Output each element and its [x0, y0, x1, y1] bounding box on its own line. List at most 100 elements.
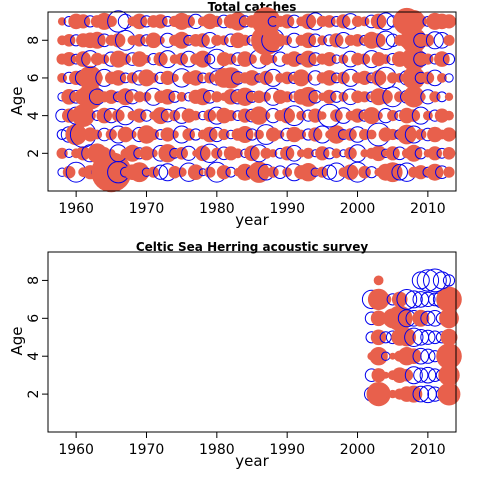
- x-tick-label: 2000: [340, 201, 376, 217]
- bubble-positive: [142, 54, 151, 64]
- y-axis-label: Age: [8, 86, 26, 115]
- bubble-positive: [141, 91, 152, 102]
- bubble-positive: [158, 144, 177, 163]
- bubble-positive: [296, 129, 307, 140]
- bubble-positive: [176, 167, 187, 178]
- bubble-positive: [282, 167, 293, 178]
- bubble-positive: [308, 127, 323, 142]
- x-axis-label: year: [235, 211, 269, 229]
- bubble-positive: [236, 126, 254, 143]
- bubble-positive: [405, 144, 423, 162]
- bubble-positive: [444, 92, 454, 102]
- bubble-positive: [211, 15, 223, 27]
- x-tick-label: 1970: [129, 442, 165, 458]
- bubble-positive: [160, 70, 175, 85]
- bubble-positive: [259, 52, 273, 66]
- x-tick-label: 1980: [199, 442, 235, 458]
- bubble-positive: [366, 129, 377, 140]
- bubble-positive: [286, 51, 303, 67]
- bubble-positive: [338, 54, 349, 64]
- bubble-positive: [421, 71, 435, 85]
- bubble-positive: [194, 88, 212, 106]
- bubble-positive: [441, 127, 457, 142]
- bubble-positive: [371, 33, 386, 48]
- bubble-positive: [427, 126, 443, 143]
- bubble-positive: [317, 35, 328, 46]
- bubble-positive: [187, 70, 204, 86]
- bubble-negative: [413, 367, 429, 383]
- bubble-positive: [129, 162, 150, 183]
- bubble-negative: [153, 164, 169, 180]
- bubble-positive: [436, 286, 462, 313]
- bubble-positive: [175, 52, 188, 66]
- bubble-positive: [218, 128, 230, 141]
- bubble-positive: [382, 162, 403, 183]
- bubble-positive: [112, 109, 125, 122]
- bubble-positive: [237, 51, 253, 67]
- y-tick-label: 2: [26, 149, 42, 158]
- bubble-positive: [195, 33, 210, 48]
- x-tick-label: 2000: [340, 442, 376, 458]
- bubble-negative: [404, 366, 423, 385]
- bubble-positive: [187, 164, 204, 180]
- bubble-positive: [380, 293, 392, 305]
- bubble-positive: [400, 368, 414, 382]
- bubble-positive: [105, 128, 117, 141]
- bubble-positive: [148, 73, 159, 83]
- bubble-positive: [437, 382, 461, 406]
- bubble-positive: [110, 70, 127, 86]
- x-tick-label: 1990: [269, 442, 305, 458]
- bubble-positive: [138, 69, 155, 87]
- bubble-positive: [440, 328, 458, 346]
- bubble-positive: [385, 146, 400, 161]
- bubble-positive: [244, 145, 260, 162]
- bubble-positive: [351, 15, 364, 27]
- bubble-negative: [204, 53, 216, 65]
- y-tick-label: 6: [26, 314, 42, 323]
- bubble-positive: [91, 72, 103, 84]
- bubble-negative: [423, 268, 447, 293]
- bubble-positive: [397, 328, 416, 347]
- bubble-positive: [170, 73, 179, 83]
- bubble-negative: [412, 385, 430, 403]
- bubble-negative: [416, 269, 440, 292]
- bubble-negative: [396, 289, 418, 310]
- bubble-positive: [267, 166, 279, 178]
- x-tick-label: 1960: [58, 201, 94, 217]
- bubble-positive: [415, 128, 427, 141]
- bubble-positive: [61, 89, 77, 105]
- bubble-positive: [322, 89, 337, 104]
- bubble-negative: [321, 164, 337, 180]
- bubbles: [361, 268, 462, 407]
- bubble-positive: [111, 33, 126, 48]
- y-tick-label: 8: [26, 36, 42, 45]
- bubble-positive: [244, 70, 260, 86]
- y-axis-label: Age: [8, 326, 26, 355]
- x-tick-label: 1980: [199, 201, 235, 217]
- bubble-positive: [252, 90, 266, 104]
- x-tick-label: 1960: [58, 442, 94, 458]
- bubble-positive: [359, 16, 370, 27]
- bubble-positive: [203, 109, 217, 122]
- bubble-positive: [273, 34, 287, 47]
- bubble-negative: [420, 310, 436, 326]
- bubble-positive: [219, 35, 229, 46]
- bubble-negative: [442, 274, 456, 287]
- bubble-positive: [173, 31, 191, 49]
- bubble-positive: [434, 51, 450, 67]
- bubble-positive: [413, 165, 428, 180]
- bubble-positive: [280, 146, 295, 161]
- bubble-positive: [344, 147, 357, 160]
- bubble-positive: [132, 108, 147, 123]
- y-tick-label: 8: [26, 276, 42, 285]
- bubble-positive: [358, 165, 371, 179]
- bubble-positive: [336, 14, 351, 29]
- bubble-positive: [391, 291, 408, 308]
- bubble-positive: [300, 32, 317, 49]
- bubble-positive: [315, 146, 330, 161]
- bubble-positive: [228, 12, 248, 31]
- bubble-positive: [251, 7, 281, 36]
- bubble-negative: [425, 31, 444, 50]
- x-axis-label: year: [235, 452, 269, 470]
